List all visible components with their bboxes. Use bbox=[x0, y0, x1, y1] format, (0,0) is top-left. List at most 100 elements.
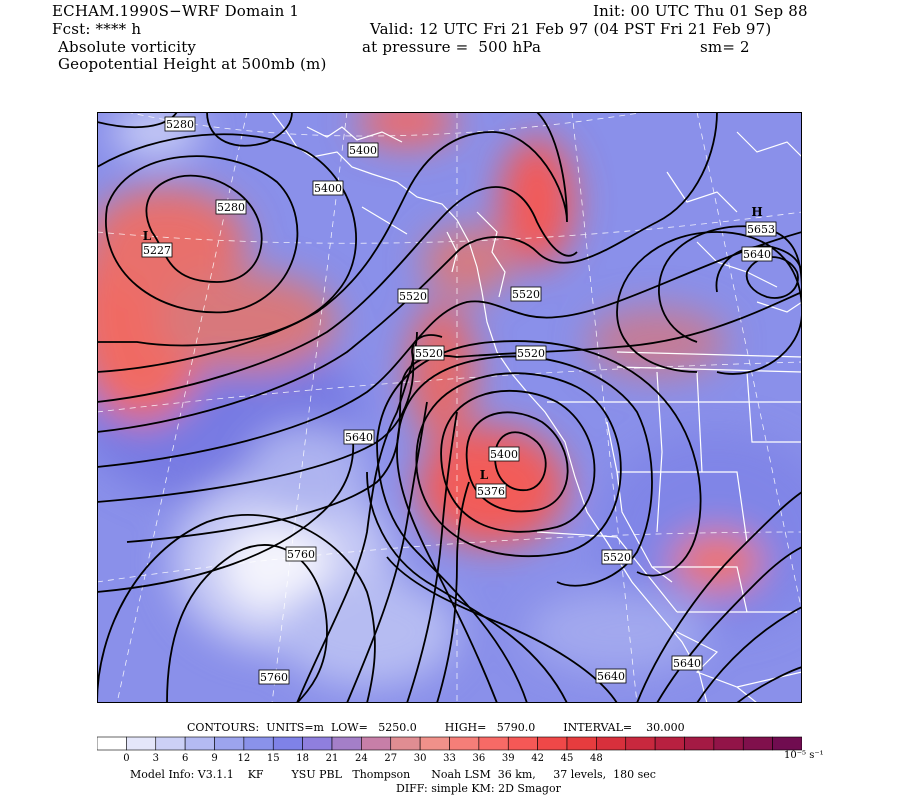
smoothing: sm= 2 bbox=[700, 38, 750, 56]
contour-labels: 5280 5400 5400 5280 5227 5653 5640 5520 5520 5520… bbox=[141, 116, 777, 685]
high-center-marker: H bbox=[751, 205, 762, 219]
legend-swatch bbox=[566, 736, 597, 751]
low-center-marker: L bbox=[143, 229, 152, 243]
svg-text:5400: 5400 bbox=[490, 448, 518, 461]
contour-label: 5640 bbox=[595, 668, 627, 684]
legend-tick-label: 6 bbox=[181, 753, 189, 764]
legend-tick-label: 30 bbox=[413, 753, 427, 764]
field-geopotential: Geopotential Height at 500mb (m) bbox=[58, 55, 327, 73]
svg-text:5520: 5520 bbox=[603, 551, 631, 564]
svg-text:5640: 5640 bbox=[743, 248, 771, 261]
legend-swatch bbox=[331, 736, 362, 751]
svg-text:5760: 5760 bbox=[260, 671, 288, 684]
contour-label: 5520 bbox=[397, 288, 429, 304]
svg-text:5520: 5520 bbox=[512, 288, 540, 301]
contour-label: 5400 bbox=[488, 446, 520, 462]
legend-tick-label: 18 bbox=[296, 753, 309, 764]
contour-label: 5280 bbox=[215, 199, 247, 215]
legend-swatch bbox=[742, 736, 773, 751]
forecast-hour: Fcst: **** h bbox=[52, 20, 142, 38]
svg-text:5640: 5640 bbox=[345, 431, 373, 444]
svg-text:5400: 5400 bbox=[349, 144, 377, 157]
contour-label: 5400 bbox=[347, 142, 379, 158]
pressure-centers: L H L bbox=[143, 205, 763, 482]
legend-swatch bbox=[478, 736, 509, 751]
low-center-marker: L bbox=[480, 468, 489, 482]
legend-tick-label: 15 bbox=[266, 753, 280, 764]
pressure-level: at pressure = 500 hPa bbox=[362, 38, 542, 56]
contour-label: 5760 bbox=[258, 669, 290, 685]
legend-swatch bbox=[713, 736, 744, 751]
svg-text:5760: 5760 bbox=[287, 548, 315, 561]
legend-tick-label: 12 bbox=[237, 753, 251, 764]
valid-time: Valid: 12 UTC Fri 21 Feb 97 (04 PST Fri … bbox=[370, 20, 772, 38]
legend-units: 10⁻⁵ s⁻¹ bbox=[784, 750, 824, 761]
legend-tick-label: 9 bbox=[211, 753, 218, 764]
contour-label: 5280 bbox=[164, 116, 196, 132]
contour-label: 5227 bbox=[141, 242, 173, 258]
legend-swatch bbox=[214, 736, 245, 751]
legend-tick-label: 0 bbox=[123, 753, 130, 764]
svg-text:5520: 5520 bbox=[399, 290, 427, 303]
color-legend bbox=[96, 736, 803, 756]
contour-label: 5640 bbox=[741, 246, 773, 262]
svg-text:5640: 5640 bbox=[597, 670, 625, 683]
legend-swatch bbox=[243, 736, 274, 751]
legend-swatch bbox=[537, 736, 568, 751]
legend-swatch bbox=[684, 736, 715, 751]
legend-swatch bbox=[772, 736, 803, 751]
legend-swatch bbox=[96, 736, 127, 751]
contour-label: 5640 bbox=[343, 429, 375, 445]
contour-label: 5520 bbox=[601, 549, 633, 565]
svg-text:5227: 5227 bbox=[143, 244, 171, 257]
svg-text:5280: 5280 bbox=[217, 201, 245, 214]
contour-label: 5520 bbox=[413, 345, 445, 361]
contour-label: 5653 bbox=[745, 221, 777, 237]
contour-label: 5376 bbox=[475, 483, 507, 499]
legend-swatch bbox=[184, 736, 215, 751]
contour-label: 5520 bbox=[510, 286, 542, 302]
legend-swatch bbox=[302, 736, 333, 751]
svg-text:5520: 5520 bbox=[415, 347, 443, 360]
init-time: Init: 00 UTC Thu 01 Sep 88 bbox=[593, 2, 808, 20]
legend-swatch bbox=[654, 736, 685, 751]
legend-swatch bbox=[126, 736, 157, 751]
legend-tick-label: 27 bbox=[384, 753, 398, 764]
legend-tick-label: 33 bbox=[443, 753, 456, 764]
svg-text:5640: 5640 bbox=[673, 657, 701, 670]
field-vorticity: Absolute vorticity bbox=[58, 38, 197, 56]
legend-tick-label: 3 bbox=[152, 753, 159, 764]
legend-tick-label: 39 bbox=[501, 753, 515, 764]
legend-tick-label: 42 bbox=[531, 753, 544, 764]
legend-tick-label: 24 bbox=[355, 753, 368, 764]
legend-swatch bbox=[449, 736, 480, 751]
model-title: ECHAM.1990S−WRF Domain 1 bbox=[52, 2, 300, 20]
legend-swatch bbox=[625, 736, 656, 751]
svg-text:5280: 5280 bbox=[166, 118, 194, 131]
legend-swatch bbox=[507, 736, 538, 751]
contour-label: 5640 bbox=[671, 655, 703, 671]
contour-label: 5520 bbox=[515, 345, 547, 361]
contours-info: CONTOURS: UNITS=m LOW= 5250.0 HIGH= 5790… bbox=[187, 721, 685, 734]
legend-tick-label: 45 bbox=[560, 753, 574, 764]
vorticity-shading bbox=[97, 112, 802, 687]
legend-swatch bbox=[419, 736, 450, 751]
svg-text:5520: 5520 bbox=[517, 347, 545, 360]
legend-tick-label: 21 bbox=[325, 753, 339, 764]
svg-text:5376: 5376 bbox=[477, 485, 505, 498]
legend-swatch bbox=[272, 736, 303, 751]
contour-label: 5400 bbox=[312, 180, 344, 196]
legend-tick-label: 48 bbox=[590, 753, 603, 764]
legend-swatch bbox=[155, 736, 186, 751]
legend-swatch bbox=[390, 736, 421, 751]
svg-text:5400: 5400 bbox=[314, 182, 342, 195]
weather-map: 5280 5400 5400 5280 5227 5653 5640 5520 5520 5520… bbox=[97, 112, 802, 703]
contour-label: 5760 bbox=[285, 546, 317, 562]
diff-info: DIFF: simple KM: 2D Smagor bbox=[396, 782, 561, 795]
legend-swatch bbox=[361, 736, 392, 751]
model-info: Model Info: V3.1.1 KF YSU PBL Thompson N… bbox=[130, 768, 656, 781]
height-contours bbox=[97, 112, 802, 703]
legend-swatch bbox=[596, 736, 627, 751]
legend-tick-label: 36 bbox=[472, 753, 486, 764]
svg-text:5653: 5653 bbox=[747, 223, 775, 236]
